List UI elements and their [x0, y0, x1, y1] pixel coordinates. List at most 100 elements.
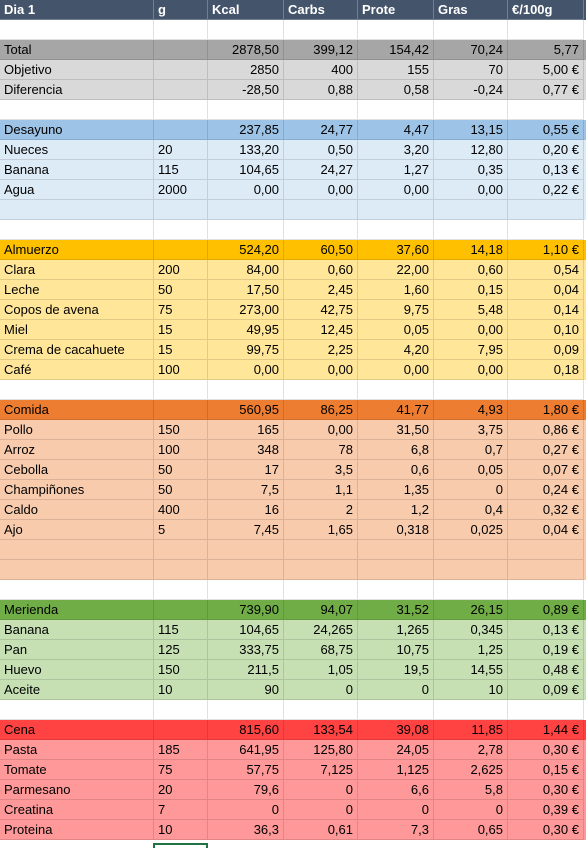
cell-price[interactable]: [508, 700, 584, 720]
cell-grams[interactable]: 7: [154, 800, 208, 820]
cell-price[interactable]: 0,18: [508, 360, 584, 380]
cell-fat[interactable]: 0,4: [434, 500, 508, 520]
cell-grams[interactable]: [154, 120, 208, 140]
cell-protein[interactable]: 10,75: [358, 640, 434, 660]
cell-protein[interactable]: 4,20: [358, 340, 434, 360]
cell-name[interactable]: Cena: [0, 720, 154, 740]
cell-name[interactable]: Champiñones: [0, 480, 154, 500]
cell-price[interactable]: 0,14: [508, 300, 584, 320]
cell-price[interactable]: 0,54: [508, 260, 584, 280]
cell-price[interactable]: 0,32 €: [508, 500, 584, 520]
cell-price[interactable]: 0,19 €: [508, 640, 584, 660]
cell-price[interactable]: 0,55 €: [508, 120, 584, 140]
cell-carbs[interactable]: 24,77: [284, 120, 358, 140]
cell-kcal[interactable]: 17: [208, 460, 284, 480]
cell-kcal[interactable]: [208, 540, 284, 560]
cell-fat[interactable]: -0,24: [434, 80, 508, 100]
cell-fat[interactable]: [434, 380, 508, 400]
cell-price[interactable]: 0,30 €: [508, 820, 584, 840]
cell-protein[interactable]: [358, 220, 434, 240]
cell-name[interactable]: Crema de cacahuete: [0, 340, 154, 360]
cell-grams[interactable]: [154, 80, 208, 100]
cell-fat[interactable]: [434, 100, 508, 120]
cell-grams[interactable]: 100: [154, 440, 208, 460]
cell-carbs[interactable]: [284, 220, 358, 240]
cell-price[interactable]: 0,39 €: [508, 800, 584, 820]
cell-carbs[interactable]: [284, 380, 358, 400]
active-cell-selection[interactable]: [153, 843, 208, 848]
cell-protein[interactable]: 1,60: [358, 280, 434, 300]
cell-price[interactable]: 0,09 €: [508, 680, 584, 700]
cell-kcal[interactable]: [208, 20, 284, 40]
cell-grams[interactable]: 20: [154, 780, 208, 800]
cell-protein[interactable]: 0,6: [358, 460, 434, 480]
cell-protein[interactable]: [358, 540, 434, 560]
cell-price[interactable]: [508, 220, 584, 240]
cell-price[interactable]: 0,22 €: [508, 180, 584, 200]
cell-grams[interactable]: 400: [154, 500, 208, 520]
cell-fat[interactable]: 2,625: [434, 760, 508, 780]
cell-kcal[interactable]: [208, 580, 284, 600]
cell-grams[interactable]: 185: [154, 740, 208, 760]
cell-kcal[interactable]: 79,6: [208, 780, 284, 800]
cell-name[interactable]: Pan: [0, 640, 154, 660]
cell-price[interactable]: 0,89 €: [508, 600, 584, 620]
cell-kcal[interactable]: 57,75: [208, 760, 284, 780]
cell-grams[interactable]: 50: [154, 280, 208, 300]
cell-protein[interactable]: 155: [358, 60, 434, 80]
cell-kcal[interactable]: 104,65: [208, 620, 284, 640]
cell-fat[interactable]: 0,00: [434, 180, 508, 200]
cell-protein[interactable]: 1,35: [358, 480, 434, 500]
cell-carbs[interactable]: [284, 560, 358, 580]
cell-protein[interactable]: 1,2: [358, 500, 434, 520]
cell-carbs[interactable]: 3,5: [284, 460, 358, 480]
cell-grams[interactable]: 200: [154, 260, 208, 280]
cell-name[interactable]: Nueces: [0, 140, 154, 160]
cell-fat[interactable]: 5,8: [434, 780, 508, 800]
cell-protein[interactable]: 37,60: [358, 240, 434, 260]
cell-kcal[interactable]: 17,50: [208, 280, 284, 300]
cell-carbs[interactable]: [284, 200, 358, 220]
cell-kcal[interactable]: [208, 700, 284, 720]
cell-kcal[interactable]: 104,65: [208, 160, 284, 180]
cell-protein[interactable]: 0,05: [358, 320, 434, 340]
cell-name[interactable]: Miel: [0, 320, 154, 340]
cell-carbs[interactable]: 0,88: [284, 80, 358, 100]
cell-fat[interactable]: 70,24: [434, 40, 508, 60]
cell-kcal[interactable]: 815,60: [208, 720, 284, 740]
cell-kcal[interactable]: [208, 200, 284, 220]
cell-kcal[interactable]: 237,85: [208, 120, 284, 140]
cell-name[interactable]: [0, 580, 154, 600]
cell-price[interactable]: 0,24 €: [508, 480, 584, 500]
cell-name[interactable]: Banana: [0, 160, 154, 180]
cell-name[interactable]: Huevo: [0, 660, 154, 680]
cell-name[interactable]: Café: [0, 360, 154, 380]
cell-protein[interactable]: 31,52: [358, 600, 434, 620]
cell-fat[interactable]: 0,00: [434, 320, 508, 340]
cell-fat[interactable]: 26,15: [434, 600, 508, 620]
cell-protein[interactable]: Prote: [358, 0, 434, 20]
cell-protein[interactable]: 41,77: [358, 400, 434, 420]
cell-kcal[interactable]: 133,20: [208, 140, 284, 160]
cell-protein[interactable]: 1,125: [358, 760, 434, 780]
cell-carbs[interactable]: 0,50: [284, 140, 358, 160]
cell-price[interactable]: [508, 560, 584, 580]
cell-carbs[interactable]: Carbs: [284, 0, 358, 20]
cell-name[interactable]: Cebolla: [0, 460, 154, 480]
cell-price[interactable]: 0,30 €: [508, 740, 584, 760]
cell-fat[interactable]: 4,93: [434, 400, 508, 420]
cell-kcal[interactable]: 0,00: [208, 360, 284, 380]
cell-protein[interactable]: [358, 100, 434, 120]
cell-grams[interactable]: 10: [154, 680, 208, 700]
cell-name[interactable]: Total: [0, 40, 154, 60]
cell-fat[interactable]: 2,78: [434, 740, 508, 760]
cell-protein[interactable]: 9,75: [358, 300, 434, 320]
cell-kcal[interactable]: 560,95: [208, 400, 284, 420]
cell-grams[interactable]: 50: [154, 480, 208, 500]
cell-protein[interactable]: 154,42: [358, 40, 434, 60]
cell-fat[interactable]: 0,05: [434, 460, 508, 480]
cell-fat[interactable]: 0,60: [434, 260, 508, 280]
cell-carbs[interactable]: [284, 100, 358, 120]
cell-protein[interactable]: 0,00: [358, 360, 434, 380]
cell-fat[interactable]: [434, 580, 508, 600]
